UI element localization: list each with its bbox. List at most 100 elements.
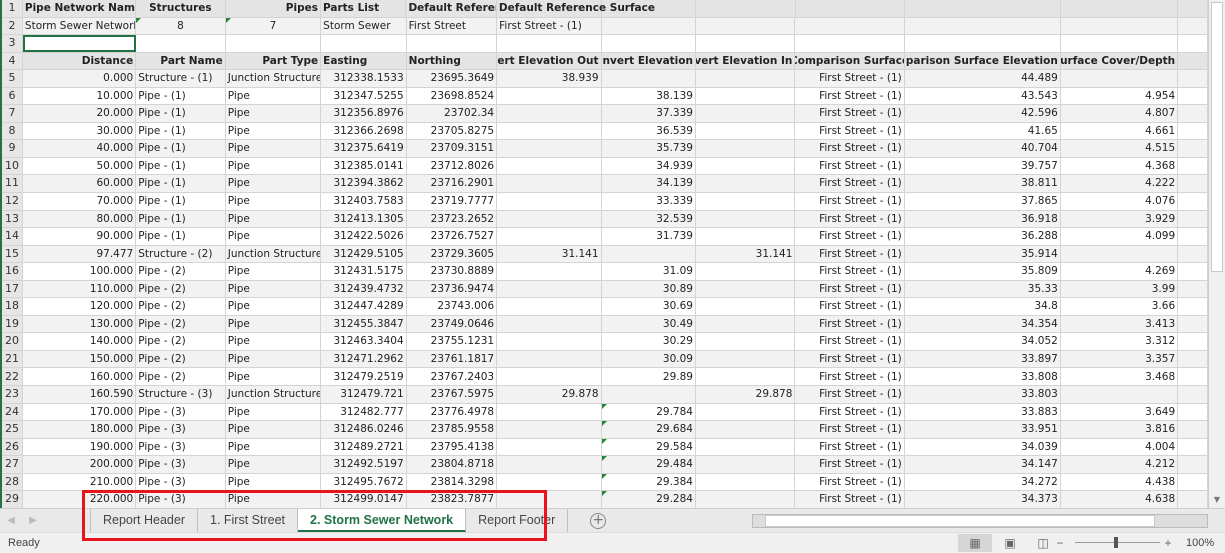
table-cell[interactable] [696,456,796,473]
table-cell[interactable]: Pipe - (3) [136,421,226,438]
table-cell[interactable] [497,228,602,245]
cell[interactable] [1178,87,1208,105]
table-cell[interactable]: 29.784 [601,403,696,421]
info-value[interactable]: First Street - (1) [497,17,602,35]
table-cell[interactable]: 23743.006 [407,298,498,315]
cell[interactable] [1061,0,1179,17]
column-header[interactable]: Northing [407,52,498,70]
selected-cell[interactable] [22,35,137,52]
plus-circle-icon[interactable]: + [590,512,607,529]
table-cell[interactable]: Pipe - (2) [136,368,226,386]
table-cell[interactable]: 23767.5975 [407,386,498,403]
table-cell[interactable]: 312486.0246 [321,421,407,438]
table-cell[interactable]: Pipe [226,140,322,157]
cell[interactable] [602,35,696,52]
table-cell[interactable]: First Street - (1) [795,263,905,280]
cell[interactable] [1178,0,1208,17]
table-cell[interactable]: 312499.0147 [321,491,407,508]
table-cell[interactable]: 4.368 [1061,157,1179,175]
info-header[interactable]: Default Reference [406,0,497,17]
sheet-tab[interactable]: Report Footer [466,509,569,532]
info-value[interactable]: Storm Sewer [321,17,407,35]
column-header[interactable]: Comparison Surface Cover/Depth [1061,52,1179,70]
table-cell[interactable]: 39.757 [905,157,1061,175]
table-cell[interactable]: 312463.3404 [321,333,407,350]
cell[interactable] [1178,386,1208,403]
table-cell[interactable]: First Street - (1) [795,105,905,122]
info-header[interactable]: Default Reference Surface [497,0,655,17]
table-cell[interactable]: 29.684 [601,421,696,438]
table-cell[interactable]: First Street - (1) [795,350,905,368]
cell[interactable] [1061,35,1179,52]
table-cell[interactable] [696,315,796,333]
cell[interactable] [407,35,498,52]
vertical-scrollbar[interactable]: ▼ [1208,0,1225,508]
row-header[interactable]: 18 [2,298,23,315]
table-cell[interactable]: 312338.1533 [321,70,407,87]
table-cell[interactable]: 35.33 [905,280,1061,298]
row-header[interactable]: 2 [2,17,23,35]
table-cell[interactable]: Pipe [226,350,322,368]
row-header[interactable]: 16 [2,263,23,280]
info-value[interactable]: 8 [136,17,226,35]
table-cell[interactable]: Pipe [226,87,322,105]
table-cell[interactable]: 312385.0141 [321,157,407,175]
cell[interactable] [696,0,796,17]
table-cell[interactable] [696,298,796,315]
cell[interactable] [1178,333,1208,350]
row-header[interactable]: 23 [2,386,23,403]
table-cell[interactable]: 30.29 [602,333,696,350]
table-cell[interactable]: 312422.5026 [321,228,407,245]
table-cell[interactable]: 37.865 [905,193,1061,210]
table-cell[interactable]: 38.811 [905,175,1061,193]
scroll-down-arrow-icon[interactable]: ▼ [1213,495,1221,504]
row-header[interactable]: 12 [2,193,23,210]
table-cell[interactable]: 42.596 [905,105,1061,122]
table-cell[interactable]: 40.704 [905,140,1061,157]
table-cell[interactable] [1061,386,1179,403]
table-cell[interactable]: 20.000 [23,105,137,122]
row-header[interactable]: 28 [2,473,23,491]
table-cell[interactable] [696,263,796,280]
table-cell[interactable]: Pipe [226,456,322,473]
table-cell[interactable]: 312479.2519 [321,368,407,386]
table-cell[interactable]: 4.515 [1061,140,1179,157]
table-cell[interactable] [602,245,696,263]
table-cell[interactable]: 23730.8889 [407,263,498,280]
table-cell[interactable]: 312495.7672 [321,473,407,491]
row-header[interactable]: 20 [2,333,23,350]
table-cell[interactable]: 23795.4138 [407,438,498,456]
table-cell[interactable]: 38.139 [602,87,696,105]
table-cell[interactable]: 312431.5175 [321,263,407,280]
table-cell[interactable]: First Street - (1) [795,456,905,473]
prev-sheet-icon[interactable]: ◀ [7,515,15,526]
table-cell[interactable] [497,105,602,122]
cell[interactable] [905,17,1061,35]
table-cell[interactable] [1061,70,1179,87]
table-cell[interactable]: 23719.7777 [407,193,498,210]
cell[interactable] [226,35,322,52]
table-cell[interactable]: 4.954 [1061,87,1179,105]
page-layout-icon[interactable]: ▣ [1004,536,1016,550]
table-cell[interactable] [497,263,602,280]
row-header[interactable]: 5 [2,70,23,87]
table-cell[interactable]: 33.951 [905,421,1061,438]
table-cell[interactable]: 23823.7877 [407,491,498,508]
column-header[interactable]: Comparison Surface Elevation [905,52,1061,70]
table-cell[interactable]: 60.000 [23,175,137,193]
zoom-out-icon[interactable]: − [1056,536,1064,550]
table-cell[interactable] [696,70,796,87]
table-cell[interactable] [696,421,796,438]
info-header[interactable]: Parts List [321,0,407,17]
cell[interactable] [1178,35,1208,52]
table-cell[interactable] [696,368,796,386]
table-cell[interactable]: Pipe - (1) [136,87,226,105]
table-cell[interactable] [696,210,796,228]
row-header[interactable]: 13 [2,210,23,228]
table-cell[interactable]: Pipe [226,122,322,140]
zoom-in-icon[interactable]: + [1164,536,1172,550]
table-cell[interactable] [696,122,796,140]
table-cell[interactable]: 23776.4978 [407,403,498,421]
table-cell[interactable]: 10.000 [23,87,137,105]
cell[interactable] [1178,228,1208,245]
